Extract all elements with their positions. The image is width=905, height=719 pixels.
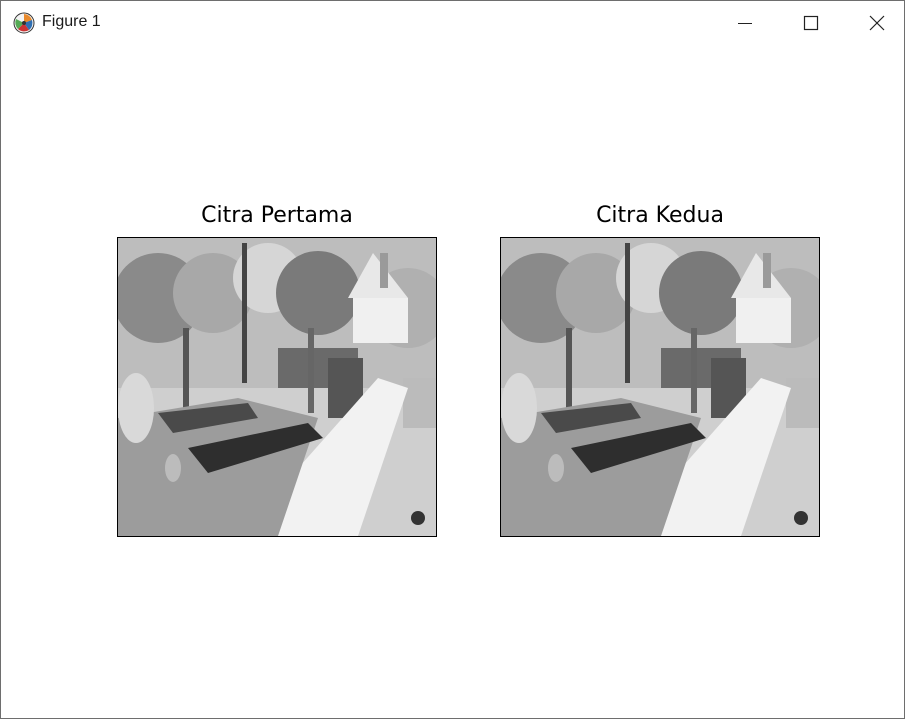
maximize-icon bbox=[803, 15, 819, 31]
subplot-2-image bbox=[500, 237, 820, 537]
close-icon bbox=[869, 15, 885, 31]
subplot-1-image bbox=[117, 237, 437, 537]
window-title: Figure 1 bbox=[42, 13, 101, 30]
maximize-button[interactable] bbox=[788, 1, 834, 45]
minimize-button[interactable] bbox=[722, 1, 768, 45]
garden-image-1 bbox=[118, 238, 436, 536]
figure-canvas[interactable]: Citra Pertama Citra Kedua bbox=[1, 45, 904, 718]
minimize-icon bbox=[738, 23, 752, 24]
subplot-2-title: Citra Kedua bbox=[596, 203, 724, 228]
matplotlib-icon bbox=[13, 12, 35, 34]
title-bar[interactable]: Figure 1 bbox=[1, 1, 904, 45]
garden-image-2 bbox=[501, 238, 819, 536]
subplot-1-title: Citra Pertama bbox=[201, 203, 353, 228]
close-button[interactable] bbox=[854, 1, 900, 45]
